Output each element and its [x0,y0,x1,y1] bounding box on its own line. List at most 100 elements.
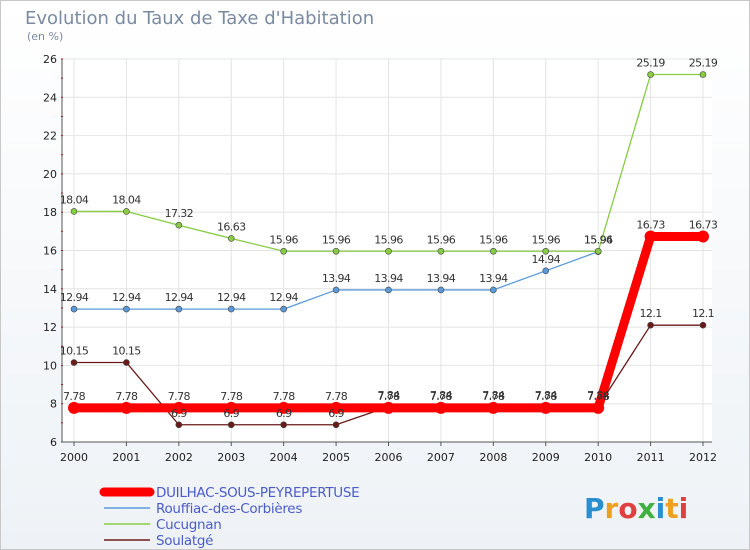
data-label: 14.94 [532,253,561,266]
data-point [175,421,183,429]
data-label: 7.78 [220,390,243,403]
data-point [172,401,185,414]
x-tick-label: 2012 [689,451,717,464]
data-label: 7.78 [430,390,453,403]
data-label: 17.32 [165,207,194,220]
y-tick-label: 6 [50,436,57,449]
x-tick-label: 2001 [112,451,140,464]
data-label: 12.94 [269,291,298,304]
data-label: 13.94 [479,272,508,285]
data-point [175,221,183,229]
data-label: 25.19 [689,57,718,70]
data-point [330,401,343,414]
data-label: 13.94 [322,272,351,285]
data-point [592,401,605,414]
data-label: 12.94 [165,291,194,304]
data-label: 15.96 [479,233,508,246]
legend-label: Rouffiac-des-Corbières [156,501,302,517]
data-label: 10.15 [60,345,89,358]
x-tick-label: 2007 [427,451,455,464]
x-tick-label: 2002 [165,451,193,464]
data-label: 7.78 [377,390,400,403]
plot-area: 6 8 10 12 14 16 18 20 22 24 26 2000 2001 2002 2003 2004… [43,53,718,464]
data-label: 7.78 [115,390,138,403]
data-point [647,71,654,78]
data-label: 12.1 [640,307,662,320]
data-label: 12.94 [217,291,246,304]
data-label: 7.84 [482,389,505,402]
proxiti-logo: Proxiti [584,492,688,525]
data-label: 15.96 [584,233,613,246]
y-tick-label: 18 [43,206,57,219]
data-point [434,401,447,414]
data-point [227,235,235,242]
data-label: 12.94 [112,291,141,304]
y-tick-label: 14 [43,283,57,296]
x-tick-label: 2010 [584,451,612,464]
legend: DUILHAC-SOUS-PEYREPERTUSERouffiac-des-Co… [99,485,360,549]
data-point [644,230,657,243]
data-point [385,247,392,255]
data-label: 12.94 [60,291,89,304]
x-tick-label: 2005 [322,451,350,464]
data-point [70,305,78,313]
data-label: 16.63 [217,220,246,233]
data-label: 15.94 [584,234,613,247]
data-label: 15.96 [427,233,456,246]
data-label: 16.73 [689,219,718,232]
data-label: 25.19 [636,57,665,70]
data-point [490,247,497,255]
data-point [225,401,238,414]
data-label: 13.94 [374,272,403,285]
x-tick-label: 2003 [217,451,245,464]
data-label: 10.15 [112,345,141,358]
data-point [123,359,130,366]
data-label: 15.96 [374,233,403,246]
x-tick-label: 2000 [60,451,88,464]
data-label: 7.84 [587,389,610,402]
y-tick-label: 16 [43,245,57,258]
data-label: 18.04 [112,193,141,206]
data-point [490,286,497,294]
x-tick-label: 2004 [270,451,298,464]
data-label: 6.9 [171,407,187,420]
data-point [539,401,552,414]
data-label: 6.9 [328,407,344,420]
data-point [280,305,287,313]
y-tick-label: 10 [43,359,57,372]
data-point [332,247,340,255]
data-label: 7.78 [535,390,558,403]
data-label: 7.78 [63,390,86,403]
x-tick-label: 2009 [532,451,560,464]
data-label: 7.78 [168,390,191,403]
data-point [277,401,290,414]
data-point [280,247,287,255]
data-point [382,401,395,414]
y-tick-label: 22 [43,130,57,143]
data-point [227,421,235,429]
data-label: 7.84 [377,389,400,402]
chart-subtitle: (en %) [27,30,63,43]
y-tick-label: 26 [43,53,57,66]
data-point [332,286,340,294]
legend-label: DUILHAC-SOUS-PEYREPERTUSE [156,485,359,501]
data-label: 6.9 [223,407,239,420]
data-point [70,208,78,215]
data-label: 7.78 [482,390,505,403]
data-point [437,286,445,294]
data-label: 7.78 [587,390,610,403]
data-label: 15.96 [322,233,351,246]
data-point [120,401,133,414]
data-label: 6.9 [276,407,292,420]
data-point [123,305,130,313]
data-label: 7.84 [430,389,453,402]
x-tick-label: 2006 [375,451,403,464]
data-point [542,267,550,275]
data-point [70,359,78,366]
data-point [280,421,287,429]
data-point [227,305,235,313]
data-label: 7.84 [535,389,558,402]
x-tick-label: 2011 [637,451,665,464]
data-point [647,321,654,329]
